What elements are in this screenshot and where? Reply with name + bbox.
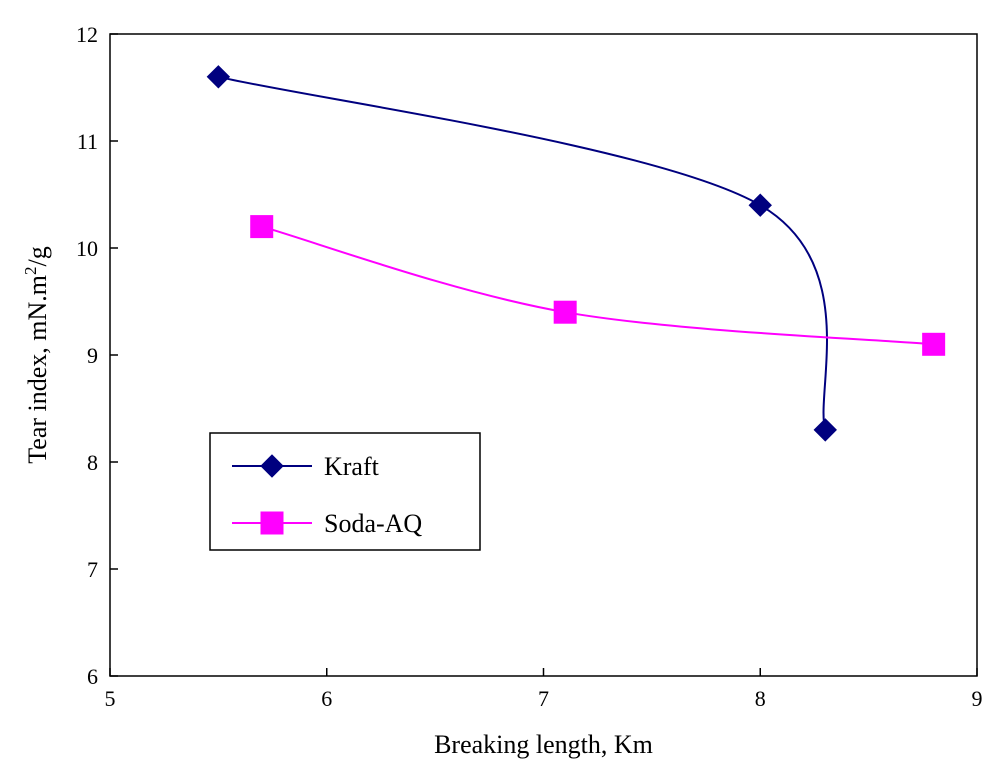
series-line <box>261 225 934 346</box>
y-axis-label: Tear index, mN.m2/g <box>21 246 52 464</box>
legend-label: Kraft <box>324 452 380 481</box>
plot-area <box>109 33 978 677</box>
x-tick-label: 8 <box>755 686 766 711</box>
data-point <box>250 215 274 239</box>
y-tick-label: 7 <box>87 557 98 582</box>
x-axis-label: Breaking length, Km <box>434 730 653 759</box>
legend-box <box>209 432 481 551</box>
y-tick-label: 10 <box>76 236 98 261</box>
legend: Kraft Soda-AQ <box>209 432 481 551</box>
series-line <box>218 75 828 431</box>
data-point <box>922 332 946 356</box>
data-point <box>206 65 231 89</box>
y-axis-label-main: Tear index, mN.m <box>23 275 52 464</box>
legend-label: Soda-AQ <box>324 509 422 538</box>
series-0 <box>206 65 837 442</box>
y-tick-label: 11 <box>77 129 98 154</box>
data-point <box>748 193 772 217</box>
y-axis-label-superscript: 2 <box>21 266 40 275</box>
legend-marker <box>260 454 284 478</box>
x-axis: 5 6 7 8 9 <box>105 668 983 711</box>
y-axis-label-end: /g <box>23 246 52 266</box>
y-tick-label: 6 <box>87 664 98 689</box>
y-tick-label: 9 <box>87 343 98 368</box>
y-axis: 6 7 8 9 10 11 12 <box>76 22 118 689</box>
y-tick-label: 8 <box>87 450 98 475</box>
legend-item: Kraft <box>232 452 380 481</box>
x-tick-label: 7 <box>538 686 549 711</box>
x-tick-label: 9 <box>972 686 983 711</box>
legend-marker <box>260 511 284 535</box>
data-point <box>813 418 837 442</box>
legend-item: Soda-AQ <box>232 509 422 538</box>
x-tick-label: 6 <box>321 686 332 711</box>
data-point <box>553 300 577 324</box>
series-1 <box>250 215 946 356</box>
x-tick-label: 5 <box>105 686 116 711</box>
y-tick-label: 12 <box>76 22 98 47</box>
series-layer <box>206 65 946 442</box>
